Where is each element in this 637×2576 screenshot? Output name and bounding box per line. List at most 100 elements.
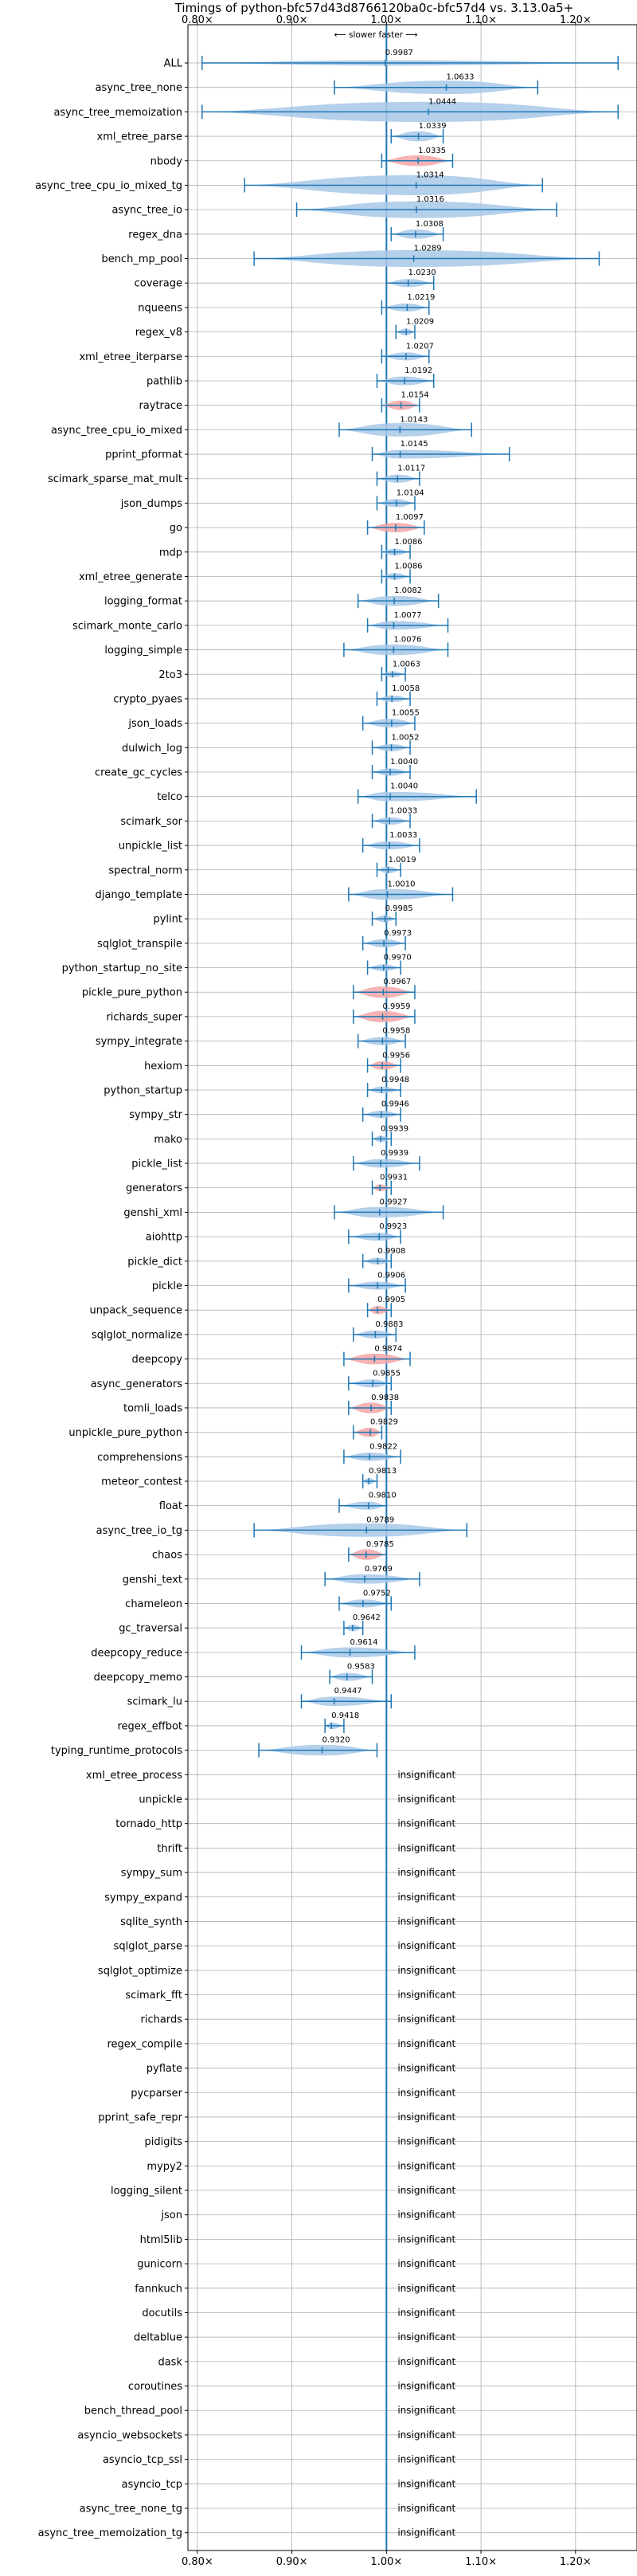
value-label: 0.9642 — [353, 1613, 381, 1622]
benchmark-label: deepcopy_reduce — [91, 1647, 182, 1659]
benchmark-label: async_generators — [91, 1378, 183, 1390]
value-label: 1.0104 — [397, 488, 424, 497]
insignificant-label: insignificant — [397, 1915, 455, 1927]
benchmark-label: float — [159, 1500, 182, 1512]
benchmark-label: sqlglot_parse — [114, 1941, 182, 1953]
benchmark-label: go — [170, 523, 182, 535]
benchmark-label: xml_etree_parse — [97, 131, 182, 143]
benchmark-label: tornado_http — [115, 1818, 182, 1830]
insignificant-label: insignificant — [397, 1794, 455, 1805]
value-label: 0.9931 — [380, 1174, 408, 1182]
value-label: 1.0335 — [418, 147, 446, 155]
value-label: 0.9948 — [381, 1076, 409, 1084]
benchmark-label: pidigits — [145, 2136, 183, 2148]
x-tick-label-bottom: 1.00× — [370, 2556, 402, 2568]
insignificant-label: insignificant — [397, 2429, 455, 2441]
value-label: 1.0040 — [390, 782, 418, 791]
x-tick-label-bottom: 0.90× — [276, 2556, 308, 2568]
value-label: 0.9985 — [385, 904, 413, 913]
insignificant-label: insignificant — [397, 1892, 455, 1903]
violin-layer — [201, 56, 619, 1758]
benchmark-label: fannkuch — [135, 2283, 182, 2295]
insignificant-label: insignificant — [397, 2233, 455, 2245]
insignificant-label: insignificant — [397, 2356, 455, 2367]
value-label: 0.9939 — [381, 1124, 408, 1133]
value-label: 0.9958 — [382, 1027, 410, 1036]
benchmark-label: regex_effbot — [117, 1720, 182, 1732]
x-tick-label-bottom: 1.20× — [560, 2556, 592, 2568]
benchmark-label: bench_mp_pool — [101, 253, 182, 265]
x-tick-label-top: 0.80× — [182, 14, 213, 26]
benchmark-label: async_tree_memoization — [53, 107, 182, 119]
value-label: 1.0209 — [406, 318, 434, 327]
benchmark-label: sympy_expand — [104, 1892, 182, 1904]
benchmark-label: deepcopy — [131, 1354, 182, 1366]
value-label: 0.9855 — [373, 1369, 401, 1378]
benchmark-label: aiohttp — [146, 1232, 182, 1244]
benchmark-label: gc_traversal — [119, 1623, 182, 1635]
benchmark-label: dask — [158, 2356, 182, 2368]
benchmark-label: deepcopy_memo — [94, 1672, 182, 1684]
value-label: 0.9973 — [384, 929, 412, 938]
benchmark-label: pickle_list — [131, 1159, 182, 1170]
value-label: 0.9583 — [347, 1663, 375, 1672]
benchmark-label: telco — [157, 791, 182, 803]
benchmark-label: xml_etree_generate — [79, 571, 182, 583]
benchmark-label: logging_format — [104, 596, 182, 608]
value-label: 0.9883 — [375, 1320, 403, 1329]
benchmark-label: 2to3 — [158, 669, 182, 681]
value-label: 0.9987 — [385, 49, 413, 57]
benchmark-label: async_tree_none — [96, 82, 182, 94]
insignificant-label: insignificant — [397, 2063, 455, 2074]
benchmark-label: async_tree_io_tg — [96, 1525, 182, 1537]
benchmark-label: deltablue — [134, 2332, 182, 2344]
value-label: 1.0339 — [419, 122, 447, 131]
benchmark-label: python_startup_no_site — [62, 963, 182, 974]
benchmark-label: regex_compile — [107, 2038, 182, 2050]
benchmark-label: html5lib — [140, 2234, 182, 2246]
benchmark-label: dulwich_log — [122, 743, 182, 755]
benchmark-label: genshi_xml — [123, 1207, 182, 1219]
benchmark-label: pickle — [152, 1280, 182, 1292]
value-label: 0.9956 — [382, 1051, 410, 1060]
value-label: 1.0055 — [392, 709, 420, 718]
benchmark-label: mdp — [159, 547, 182, 559]
benchmark-label: async_tree_none_tg — [80, 2503, 182, 2515]
benchmark-label: scimark_monte_carlo — [72, 620, 182, 632]
benchmark-label: nqueens — [138, 302, 182, 314]
value-label: 1.0058 — [392, 684, 420, 693]
benchmark-label: bench_thread_pool — [84, 2405, 182, 2417]
insignificant-label: insignificant — [397, 2258, 455, 2269]
value-label: 1.0082 — [394, 586, 422, 595]
value-label: 0.9418 — [331, 1711, 359, 1720]
benchmark-label: tomli_loads — [123, 1402, 182, 1414]
benchmark-label: logging_silent — [111, 2186, 182, 2198]
benchmark-label: async_tree_io — [111, 205, 182, 217]
benchmark-label: xml_etree_iterparse — [79, 351, 182, 363]
insignificant-label: insignificant — [397, 2087, 455, 2098]
benchmark-label: raytrace — [139, 400, 182, 412]
value-label: 1.0289 — [414, 245, 442, 253]
insignificant-label: insignificant — [397, 2307, 455, 2318]
value-label: 1.0316 — [416, 195, 444, 204]
benchmark-label: mako — [154, 1134, 182, 1146]
value-label: 0.9822 — [369, 1442, 397, 1451]
value-label: 1.0314 — [416, 171, 444, 179]
insignificant-label: insignificant — [397, 1769, 455, 1780]
insignificant-label: insignificant — [397, 2503, 455, 2514]
benchmark-label: typing_runtime_protocols — [51, 1745, 182, 1757]
benchmark-label: pathlib — [147, 375, 182, 387]
benchmark-label: chaos — [152, 1550, 182, 1562]
insignificant-label: insignificant — [397, 2454, 455, 2465]
insignificant-label: insignificant — [397, 2038, 455, 2049]
benchmark-label: logging_simple — [104, 645, 182, 657]
value-label: 1.0219 — [407, 293, 435, 302]
insignificant-label: insignificant — [397, 1818, 455, 1829]
value-label: 1.0033 — [389, 806, 417, 815]
value-label: 1.0077 — [393, 611, 421, 620]
benchmark-label: coroutines — [128, 2381, 182, 2393]
value-label: 0.9789 — [366, 1515, 394, 1524]
value-label: 0.9939 — [381, 1149, 408, 1158]
value-label: 1.0097 — [396, 513, 424, 522]
value-label: 1.0633 — [447, 73, 475, 82]
